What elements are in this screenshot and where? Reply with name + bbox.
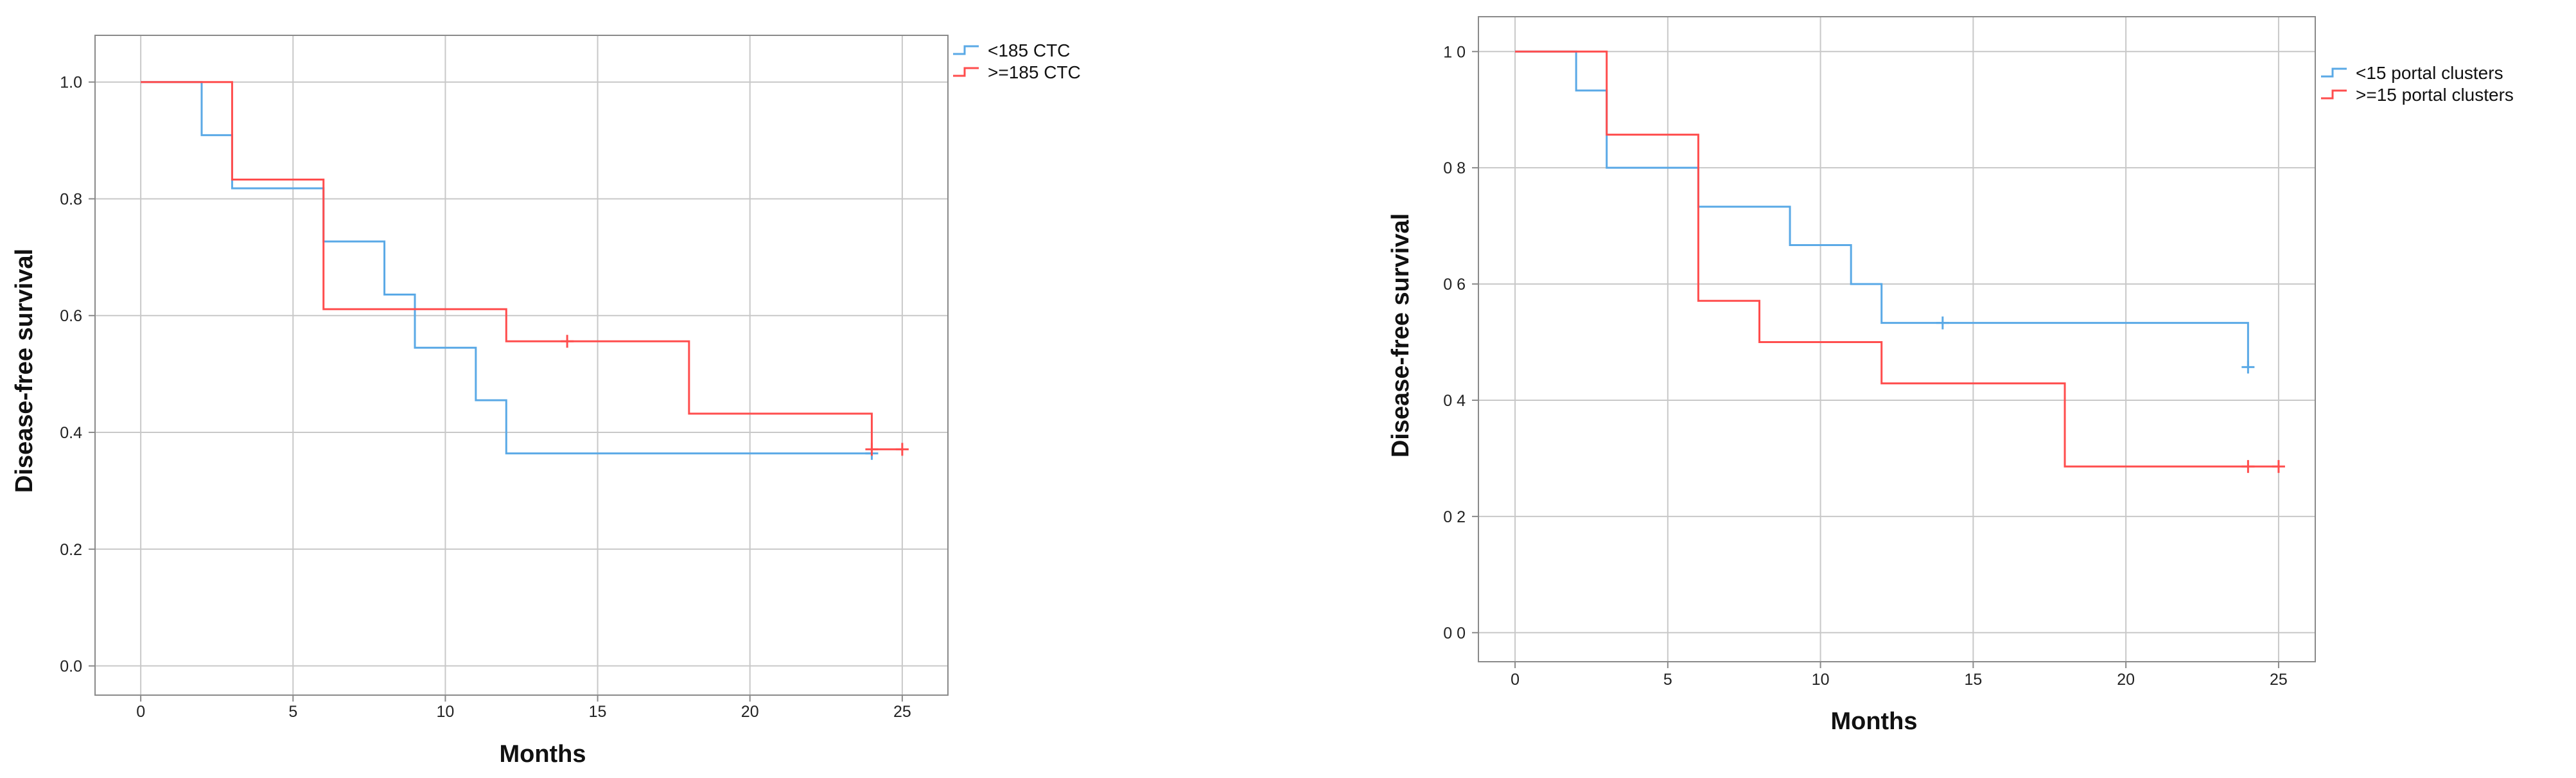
censor-mark: [1936, 316, 1949, 330]
x-axis-title: Months: [499, 741, 586, 768]
censor-mark: [865, 443, 879, 456]
x-tick-label: 10: [1812, 671, 1830, 689]
x-tick-label: 15: [1964, 671, 1982, 689]
y-tick-label: 0.8: [60, 190, 82, 208]
y-tick-label: 1.0: [60, 74, 82, 92]
censor-mark: [2272, 460, 2285, 473]
survival-curve-series-0: [141, 81, 872, 455]
y-axis-title: Disease-free survival: [1387, 213, 1414, 457]
censor-mark: [561, 335, 574, 348]
legend-label-0: <15 portal clusters: [2356, 63, 2503, 83]
y-tick-label: 0.4: [60, 424, 82, 442]
survival-curve-series-1: [141, 81, 902, 450]
km-chart-portal-clusters: 0 5 10 15 20 25 0 0 0 2 0 4 0 6 0 8 1 0 Months Diseas…: [1387, 16, 2514, 735]
y-axis-title: Disease-free survival: [11, 249, 38, 493]
plot-frame: [94, 35, 949, 696]
x-tick-label: 20: [2117, 671, 2135, 689]
y-tick-label: 0.2: [60, 541, 82, 559]
survival-curve-series-0: [1515, 50, 2249, 367]
survival-curve-series-1: [1515, 50, 2279, 468]
y-tick-label: 1 0: [1443, 43, 1466, 61]
x-tick-label: 10: [437, 703, 455, 721]
legend-label-1: >=185 CTC: [988, 62, 1081, 82]
x-tick-label: 20: [741, 703, 759, 721]
censor-mark: [895, 443, 909, 456]
legend-label-1: >=15 portal clusters: [2356, 85, 2514, 105]
x-tick-label: 25: [2270, 671, 2288, 689]
y-tick-label: 0.6: [60, 307, 82, 325]
x-tick-label: 5: [288, 703, 297, 721]
censor-mark: [2241, 460, 2255, 473]
y-tick-label: 0 0: [1443, 624, 1466, 642]
x-tick-label: 25: [893, 703, 911, 721]
x-axis-title: Months: [1830, 708, 1917, 735]
legend-label-0: <185 CTC: [988, 40, 1070, 60]
x-tick-label: 5: [1663, 671, 1672, 689]
y-tick-label: 0 6: [1443, 276, 1466, 294]
x-tick-label: 0: [136, 703, 145, 721]
x-tick-label: 0: [1511, 671, 1520, 689]
km-chart-ctc: 0 5 10 15 20 25 0.0 0.2 0.4 0.6 0.8 1.0 Months Diseas…: [11, 35, 1081, 768]
legend-swatch-0: [2321, 67, 2347, 78]
plot-frame: [1478, 16, 2316, 662]
y-tick-label: 0 8: [1443, 159, 1466, 177]
y-tick-label: 0 2: [1443, 508, 1466, 526]
legend-swatch-0: [953, 45, 979, 55]
legend-swatch-1: [953, 67, 979, 77]
y-tick-label: 0 4: [1443, 392, 1466, 410]
legend-swatch-1: [2321, 89, 2347, 100]
censor-mark: [2241, 360, 2255, 374]
x-tick-label: 15: [589, 703, 607, 721]
y-tick-label: 0.0: [60, 658, 82, 676]
